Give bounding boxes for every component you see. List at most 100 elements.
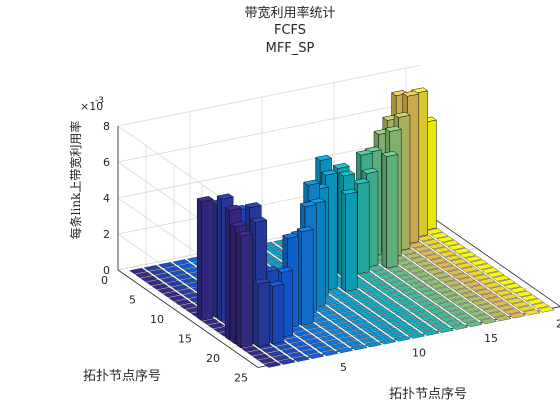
floor-tile xyxy=(286,351,305,358)
bar-top-face xyxy=(299,201,318,208)
floor-tile xyxy=(201,318,220,325)
floor-tile xyxy=(455,262,474,269)
floor-tile xyxy=(408,307,427,314)
floor-tile xyxy=(160,276,179,283)
axis-labels: 每条link上带宽利用率 ×10 -3 拓扑节点序号 拓扑节点序号 xyxy=(68,96,467,402)
floor-tile xyxy=(338,336,357,343)
floor-tile xyxy=(368,305,387,312)
floor-tile xyxy=(333,332,351,339)
floor-tile xyxy=(453,313,472,320)
floor-tile xyxy=(351,293,370,300)
floor-tile xyxy=(466,270,485,277)
floor-tile xyxy=(439,316,458,323)
floor-tile xyxy=(458,251,477,258)
floor-tile xyxy=(497,304,515,311)
floor-tile xyxy=(413,245,431,253)
floor-tile xyxy=(379,313,398,320)
floor-tile xyxy=(469,259,488,266)
floor-tile xyxy=(151,283,170,290)
floor-tile xyxy=(377,298,395,305)
x-tick-label: 5 xyxy=(340,361,347,374)
floor-tile xyxy=(336,321,355,328)
floor-tile xyxy=(387,331,406,338)
floor-tile xyxy=(385,291,404,298)
floor-tile xyxy=(397,299,415,306)
floor-tile xyxy=(344,340,363,347)
bar-left-face xyxy=(196,198,202,321)
floor-tile xyxy=(423,279,442,286)
floor-tile xyxy=(472,274,491,281)
floor-tile xyxy=(407,332,426,339)
floor-tile xyxy=(449,283,467,291)
floor-tile xyxy=(488,311,507,318)
bar-top-face xyxy=(338,170,356,177)
floor-tile xyxy=(289,341,308,348)
floor-tile xyxy=(171,284,190,291)
floor-tile xyxy=(362,301,381,308)
floor-tile xyxy=(407,242,426,249)
bar-top-face xyxy=(402,90,420,97)
floor-tile xyxy=(310,316,329,323)
y-tick-label: 10 xyxy=(150,313,164,326)
floor-tile xyxy=(331,292,350,299)
floor-tile xyxy=(445,294,464,301)
floor-tile xyxy=(281,347,299,355)
floor-tile xyxy=(391,295,410,302)
y-axis-label: 拓扑节点序号 xyxy=(83,369,161,384)
bar-top-face xyxy=(196,196,214,202)
floor-tile xyxy=(306,352,325,359)
floor-tile xyxy=(446,269,465,276)
floor-tile xyxy=(405,292,424,299)
bar-left-face xyxy=(340,190,346,292)
bar-top-face xyxy=(332,162,350,169)
bar xyxy=(235,230,254,349)
floor-tile xyxy=(442,305,461,312)
z-tick-label: 2 xyxy=(103,228,110,241)
floor-tile xyxy=(275,344,294,351)
floor-tile xyxy=(479,318,498,325)
x-tick-label: 10 xyxy=(412,347,426,360)
floor-tile xyxy=(452,273,471,280)
floor-tile xyxy=(481,267,499,274)
floor-tile xyxy=(301,348,319,356)
floor-tile xyxy=(360,286,379,293)
floor-tile xyxy=(425,293,444,300)
floor-tile xyxy=(417,275,436,282)
floor-tile xyxy=(427,243,446,250)
floor-tile xyxy=(316,320,335,327)
floor-tile xyxy=(174,273,193,280)
floor-tile xyxy=(477,303,495,310)
floor-tile xyxy=(301,323,320,330)
floor-tile xyxy=(491,300,510,307)
floor-tile xyxy=(168,295,187,302)
floor-tile xyxy=(471,299,490,306)
floor-tile xyxy=(414,285,433,292)
floor-tile xyxy=(388,306,407,313)
floor-tile xyxy=(370,319,389,326)
floor-tile xyxy=(393,310,412,317)
floor-tile xyxy=(393,335,411,342)
bar xyxy=(340,188,358,292)
y-tick-label: 5 xyxy=(129,294,136,307)
floor-tile xyxy=(443,280,462,287)
chart-title-line-2: FCFS xyxy=(274,23,306,38)
floor-tile xyxy=(177,263,196,270)
bar-front-face xyxy=(386,153,399,269)
floor-tile xyxy=(511,301,530,308)
bar-left-face xyxy=(216,195,222,322)
floor-tile xyxy=(386,266,405,273)
floor-tile xyxy=(410,321,429,328)
floor-tile xyxy=(421,264,439,271)
floor-tile xyxy=(406,267,425,274)
floor-tile xyxy=(246,349,265,356)
floor-tile xyxy=(404,252,423,259)
z-tick-label: 6 xyxy=(103,156,110,169)
floor-tile xyxy=(266,350,285,357)
floor-tile xyxy=(477,278,496,285)
bar-top-face xyxy=(282,232,300,239)
axis-line-left xyxy=(117,126,259,368)
floor-tile xyxy=(364,341,383,348)
floor-tile xyxy=(347,329,366,336)
floor-tile xyxy=(315,346,334,353)
floor-tile xyxy=(503,283,522,290)
